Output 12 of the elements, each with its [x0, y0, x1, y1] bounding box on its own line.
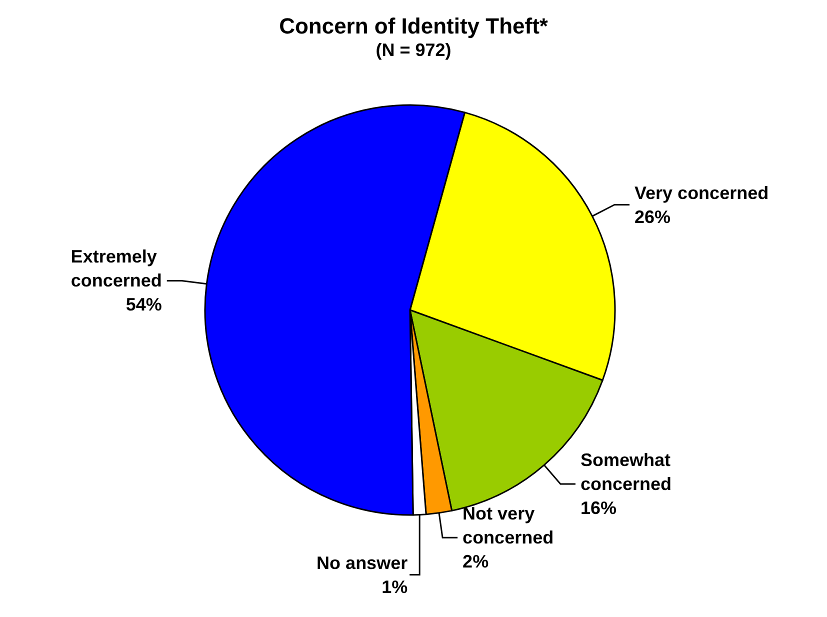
data-label: 16% — [580, 498, 617, 518]
chart-subtitle: (N = 972) — [376, 40, 452, 60]
data-label: 1% — [382, 576, 408, 597]
chart-title: Concern of Identity Theft* — [279, 14, 548, 38]
data-label: 54% — [126, 294, 162, 315]
slice-label: Somewhat concerned — [580, 450, 676, 494]
slice-label: Very concerned — [634, 182, 769, 203]
slice-label: Extremely concerned — [70, 246, 162, 291]
data-label: 26% — [634, 206, 671, 227]
slice-label: No answer — [316, 552, 408, 573]
slice-label: Not very concerned — [462, 504, 554, 548]
data-label: 2% — [462, 552, 489, 572]
